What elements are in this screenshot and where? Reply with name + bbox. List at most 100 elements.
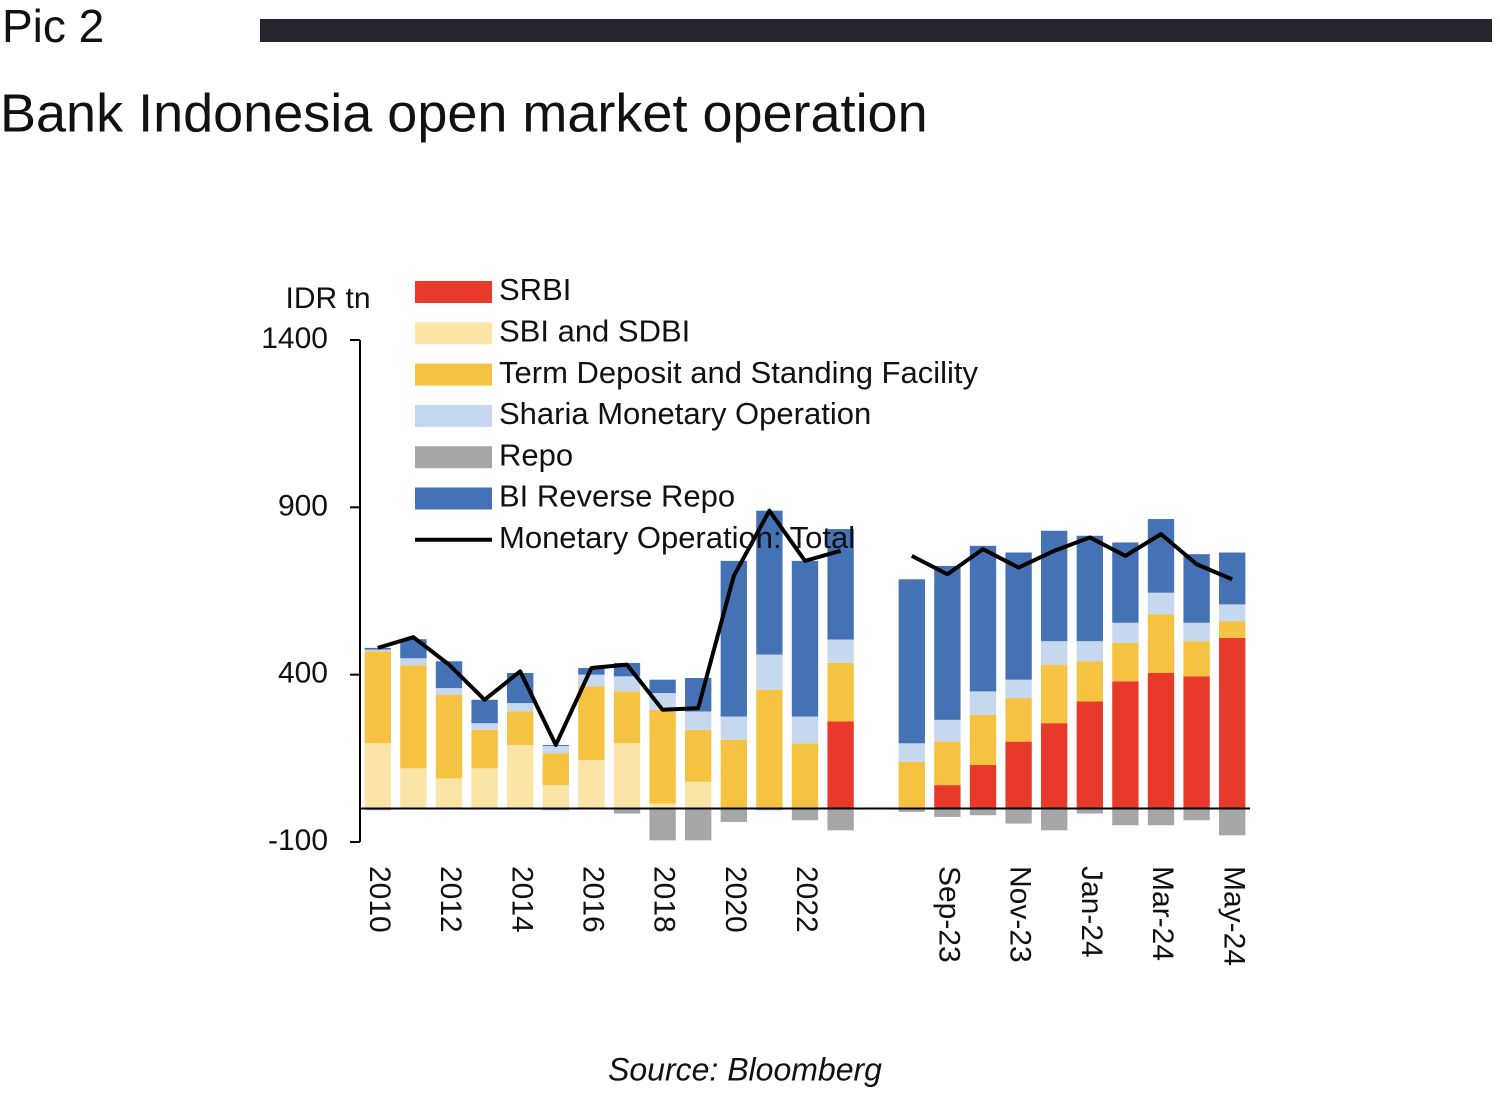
- bar-segment: [969, 545, 997, 692]
- bar-segment: [685, 808, 712, 841]
- bar-segment: [934, 565, 961, 720]
- legend-swatch: [415, 322, 492, 345]
- total-line: [377, 508, 1233, 747]
- x-tick-label: 2014: [505, 866, 538, 933]
- bar-segment: [1076, 641, 1103, 662]
- bar-segment: [542, 753, 569, 786]
- bar-segment: [827, 639, 854, 663]
- y-axis-label: IDR tn: [285, 282, 370, 315]
- bar-segment: [1076, 535, 1103, 642]
- legend-swatch: [415, 281, 492, 303]
- bar-segment: [1076, 808, 1103, 814]
- bar-segment: [542, 785, 569, 809]
- bar-segment: [969, 714, 997, 766]
- pic-label: Pic 2: [2, 0, 104, 52]
- bar-segment: [791, 716, 819, 744]
- legend-label: Monetary Operation: Total: [499, 520, 855, 555]
- bar-segment: [1183, 641, 1210, 677]
- bar-segment: [1183, 808, 1210, 821]
- bar-segment: [1219, 637, 1246, 809]
- bar-segment: [435, 688, 463, 695]
- x-tick-label: Mar-24: [1146, 866, 1179, 961]
- bar-segment: [613, 676, 641, 692]
- bar-segment: [934, 785, 961, 809]
- bar-segment: [791, 743, 819, 809]
- bar-segment: [969, 691, 997, 715]
- bar-segment: [507, 703, 534, 712]
- legend-swatch: [415, 404, 492, 427]
- bar-segment: [400, 658, 427, 666]
- chart-title: Bank Indonesia open market operation: [0, 83, 928, 143]
- legend-label: SBI and SDBI: [499, 313, 690, 348]
- bar-segment: [685, 781, 712, 809]
- bar-segment: [649, 679, 676, 694]
- bar-segment: [934, 719, 961, 742]
- x-tick-label: 2018: [648, 866, 681, 933]
- bar-segment: [720, 560, 747, 717]
- legend-label: Repo: [499, 437, 573, 472]
- header-bar: [260, 19, 1492, 42]
- bar-segment: [1076, 661, 1103, 702]
- bar-segment: [1147, 808, 1175, 826]
- x-tick-label: 2020: [719, 866, 752, 933]
- bar-segment: [1041, 641, 1068, 665]
- bar-segment: [364, 649, 391, 652]
- legend-swatch: [415, 363, 492, 386]
- bar-segment: [1219, 621, 1246, 638]
- bar-segment: [827, 662, 854, 722]
- bar-segment: [400, 665, 427, 769]
- x-tick-label: 2010: [363, 866, 396, 933]
- bar-segment: [827, 808, 854, 831]
- bar-segment: [1005, 808, 1032, 824]
- bar-segment: [1005, 698, 1032, 742]
- bar-segment: [720, 808, 747, 822]
- x-tick-label: 2022: [790, 866, 823, 933]
- x-tick-label: Jan-24: [1075, 866, 1108, 958]
- bar-segment: [1076, 701, 1103, 809]
- legend-label: Term Deposit and Standing Facility: [499, 355, 979, 390]
- bar-segment: [969, 765, 997, 809]
- bar-segment: [898, 743, 925, 762]
- bar-segment: [1041, 723, 1068, 809]
- bar-segment: [1183, 676, 1210, 809]
- bar-segment: [578, 686, 605, 761]
- bar-segment: [613, 691, 641, 744]
- y-tick-label: -100: [268, 824, 328, 857]
- bar-segment: [1005, 741, 1032, 809]
- bar-segment: [649, 693, 676, 710]
- bar-segment: [1147, 614, 1175, 673]
- bar-segment: [649, 803, 676, 809]
- bar-segment: [1219, 808, 1246, 836]
- bar-segment: [1147, 672, 1175, 809]
- y-tick-label: 900: [278, 489, 328, 522]
- bar-segment: [1041, 808, 1068, 831]
- bar-segment: [364, 651, 391, 744]
- bar-segment: [364, 647, 391, 650]
- bar-segment: [1147, 592, 1175, 615]
- bar-segment: [685, 729, 712, 782]
- x-tick-label: Sep-23: [932, 866, 965, 963]
- bar-segment: [507, 744, 534, 809]
- bar-segment: [1219, 604, 1246, 622]
- bar-segment: [471, 768, 498, 809]
- bar-segment: [507, 711, 534, 745]
- bar-segment: [898, 761, 925, 809]
- legend-label: Sharia Monetary Operation: [499, 396, 871, 431]
- bar-segment: [471, 699, 498, 724]
- legend-label: BI Reverse Repo: [499, 479, 735, 514]
- bar-segment: [649, 709, 676, 804]
- bar-segment: [969, 808, 997, 816]
- legend-swatch: [415, 487, 492, 510]
- x-tick-label: 2016: [576, 866, 609, 933]
- bar-segment: [1183, 622, 1210, 642]
- x-tick-label: Nov-23: [1004, 866, 1037, 963]
- bar-segment: [1147, 519, 1175, 593]
- bar-segment: [1112, 681, 1139, 809]
- bar-segment: [791, 808, 819, 821]
- bar-segment: [435, 778, 463, 809]
- bar-segment: [1112, 808, 1139, 826]
- bar-segment: [613, 808, 641, 814]
- bar-segment: [542, 745, 569, 754]
- bar-segment: [1005, 679, 1032, 699]
